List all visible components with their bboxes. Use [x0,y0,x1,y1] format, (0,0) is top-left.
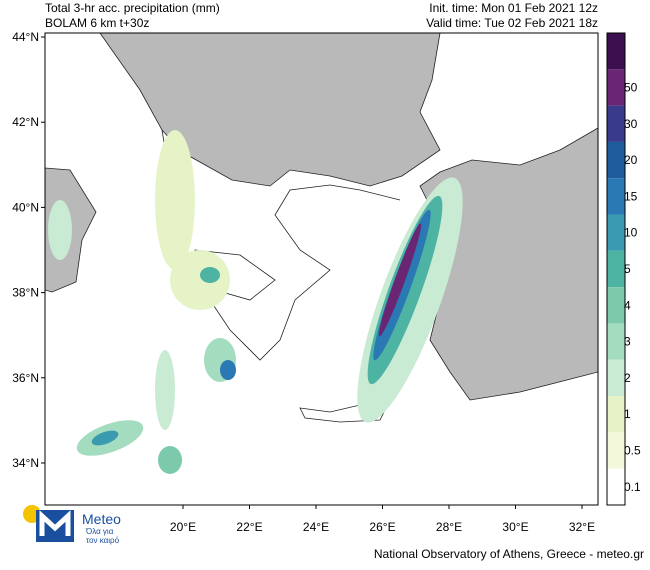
legend-swatch [607,141,625,179]
longitude-label: 22°E [236,520,262,534]
legend-swatch [607,359,625,397]
legend-label: 10 [624,226,638,240]
legend-label: 30 [624,117,638,131]
logo-tagline: Όλα για [85,527,114,536]
legend-frame [606,32,626,506]
legend-label: 2 [624,371,631,385]
longitude-label: 32°E [569,520,595,534]
legend-label: 0.1 [624,480,641,494]
legend-swatch [607,323,625,360]
legend-swatch [607,250,625,288]
longitude-label: 20°E [170,520,196,534]
footer: National Observatory of Athens, Greece -… [374,547,644,561]
legend-swatch [607,468,625,505]
legend-swatch [607,105,625,142]
logo-name: Meteo [82,511,121,527]
legend-swatch [607,396,625,433]
latitude-label: 44°N [12,30,39,44]
model: BOLAM 6 km t+30z [45,16,149,30]
legend-label: 15 [624,189,638,203]
latitude-label: 40°N [12,200,39,214]
legend-label: 1 [624,407,631,421]
longitude-label: 26°E [369,520,395,534]
latitude-label: 36°N [12,371,39,385]
legend-swatch [607,432,625,469]
legend-swatch [607,214,625,251]
legend-label: 20 [624,153,638,167]
precipitation [48,130,463,474]
init-time: Init. time: Mon 01 Feb 2021 12z [429,1,598,15]
latitude-label: 34°N [12,456,39,470]
longitude-label: 30°E [502,520,528,534]
legend-swatch [607,69,625,106]
map [44,32,599,506]
legend-label: 50 [624,80,638,94]
longitude-label: 28°E [436,520,462,534]
legend-label: 5 [624,262,631,276]
legend-swatch [607,178,625,215]
longitude-label: 24°E [303,520,329,534]
valid-time: Valid time: Tue 02 Feb 2021 18z [426,16,598,30]
logo-tagline: τον καιρό [86,536,120,545]
latitude-label: 38°N [12,286,39,300]
legend-label: 3 [624,335,631,349]
legend-label: 4 [624,298,631,312]
legend-swatch [607,33,625,70]
latitude-label: 42°N [12,115,39,129]
title: Total 3-hr acc. precipitation (mm) [45,1,220,15]
legend-label: 0.5 [624,444,641,458]
logo: Meteo Όλα για τον καιρό [23,505,121,545]
legend-swatch [607,287,625,324]
